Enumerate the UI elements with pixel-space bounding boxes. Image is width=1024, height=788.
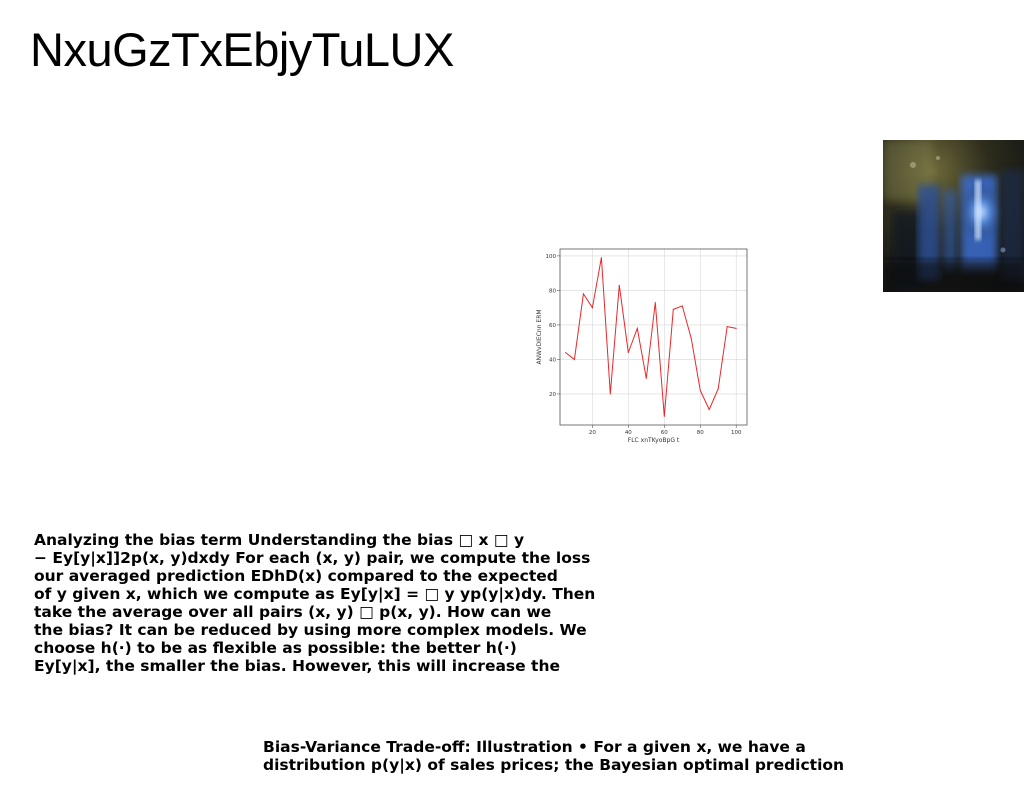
text-line: Ey[y|x], the smaller the bias. However, … — [34, 657, 561, 675]
data-point — [600, 257, 602, 259]
x-tick-label: 60 — [661, 430, 668, 436]
y-tick-label: 100 — [546, 254, 557, 260]
page-title: NxuGzTxEbjyTuLUX — [30, 23, 454, 76]
line-chart: 20 40 60 80 100 20 40 60 80 100 FLC xnTKyoBpG t A… — [530, 240, 760, 455]
tradeoff-illustration-paragraph: Bias-Variance Trade-off: Illustration • … — [263, 738, 844, 774]
data-point — [573, 358, 575, 360]
data-point — [645, 377, 647, 379]
data-point — [735, 327, 737, 329]
data-point — [663, 415, 665, 417]
chart-ticks: 20 40 60 80 100 20 40 60 80 100 — [546, 254, 742, 436]
data-point — [690, 338, 692, 340]
data-point — [654, 301, 656, 303]
series-line — [565, 257, 737, 417]
text-line: our averaged prediction EDhD(x) compared… — [34, 567, 558, 585]
x-axis-label: FLC xnTKyoBpG t — [628, 437, 680, 444]
bias-analysis-paragraph: Analyzing the bias term Understanding th… — [34, 531, 595, 675]
text-line: distribution p(y|x) of sales prices; the… — [263, 756, 845, 774]
text-line: of y given x, which we compute as Ey[y|x… — [34, 585, 596, 603]
y-tick-label: 60 — [549, 323, 556, 329]
chart-svg: 20 40 60 80 100 20 40 60 80 100 FLC xnTKyoBpG t A… — [536, 248, 748, 444]
data-point — [708, 408, 710, 410]
data-point — [636, 327, 638, 329]
text-line: Bias-Variance Trade-off: Illustration • … — [263, 738, 806, 756]
blurry-blue-light-photo — [883, 140, 1024, 292]
y-tick-label: 40 — [549, 357, 556, 363]
data-point — [717, 388, 719, 390]
plot-frame — [559, 248, 748, 426]
x-tick-label: 80 — [697, 430, 704, 436]
data-point — [618, 284, 620, 286]
data-point — [699, 389, 701, 391]
y-tick-label: 80 — [549, 288, 556, 294]
text-line: Analyzing the bias term Understanding th… — [34, 531, 525, 549]
text-line: − Ey[y|x]]2p(x, y)dxdy For each (x, y) p… — [34, 549, 591, 567]
data-point — [591, 307, 593, 309]
text-line: choose h(·) to be as flexible as possibl… — [34, 639, 517, 657]
x-tick-label: 40 — [625, 430, 632, 436]
data-point — [582, 293, 584, 295]
text-line: take the average over all pairs (x, y) □… — [34, 603, 552, 621]
photo-image — [883, 140, 1024, 292]
text-line: the bias? It can be reduced by using mor… — [34, 621, 587, 639]
data-point — [726, 326, 728, 328]
data-point — [681, 305, 683, 307]
data-point — [627, 352, 629, 354]
chart-grid — [560, 249, 747, 425]
y-tick-label: 20 — [549, 392, 556, 398]
data-point — [609, 393, 611, 395]
chart-points — [564, 257, 737, 417]
x-tick-label: 20 — [589, 430, 596, 436]
data-point — [672, 308, 674, 310]
data-point — [564, 352, 566, 354]
y-axis-label: ANWvDIECnn ERM — [536, 309, 543, 364]
x-tick-label: 100 — [731, 430, 742, 436]
